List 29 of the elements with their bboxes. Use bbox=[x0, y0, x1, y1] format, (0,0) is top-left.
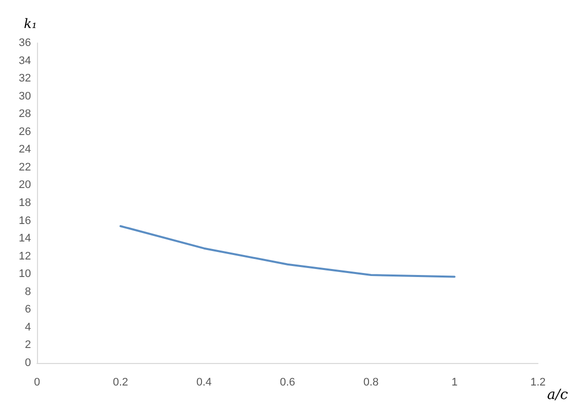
y-tick-label: 32 bbox=[18, 72, 31, 85]
x-tick-label: 1 bbox=[451, 376, 458, 388]
y-axis-title: k₁ bbox=[24, 17, 37, 32]
y-tick-label: 10 bbox=[18, 268, 31, 280]
y-tick-label: 20 bbox=[18, 179, 31, 192]
y-tick-label: 12 bbox=[18, 250, 31, 262]
y-tick-label: 16 bbox=[18, 214, 31, 227]
line-series bbox=[120, 225, 456, 278]
y-tick-label: 36 bbox=[18, 37, 31, 49]
y-tick-label: 28 bbox=[18, 108, 31, 120]
x-axis-title: a/c bbox=[547, 387, 568, 403]
y-tick-label: 4 bbox=[24, 321, 31, 334]
x-tick-label: 0 bbox=[34, 376, 40, 388]
y-tick-label: 8 bbox=[24, 286, 31, 298]
y-tick-label: 24 bbox=[18, 144, 31, 156]
y-tick-label: 6 bbox=[24, 304, 31, 316]
x-tick-label: 0.6 bbox=[280, 376, 296, 388]
x-tick-label: 1.2 bbox=[530, 376, 546, 388]
x-tick-label: 0.8 bbox=[363, 376, 379, 388]
y-tick-label: 30 bbox=[18, 90, 31, 102]
y-tick-label: 0 bbox=[24, 357, 31, 369]
x-tick-label: 0.4 bbox=[196, 376, 212, 388]
y-tick-label: 14 bbox=[18, 232, 31, 245]
y-tick-label: 22 bbox=[18, 161, 31, 174]
y-tick-label: 26 bbox=[18, 126, 31, 138]
x-tick-label: 0.2 bbox=[112, 376, 128, 388]
y-tick-label: 34 bbox=[18, 54, 31, 67]
y-tick-label: 2 bbox=[24, 339, 31, 352]
y-tick-label: 18 bbox=[18, 197, 31, 209]
